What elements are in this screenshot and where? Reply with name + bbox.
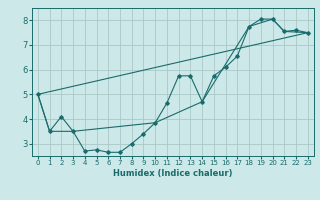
X-axis label: Humidex (Indice chaleur): Humidex (Indice chaleur) (113, 169, 233, 178)
